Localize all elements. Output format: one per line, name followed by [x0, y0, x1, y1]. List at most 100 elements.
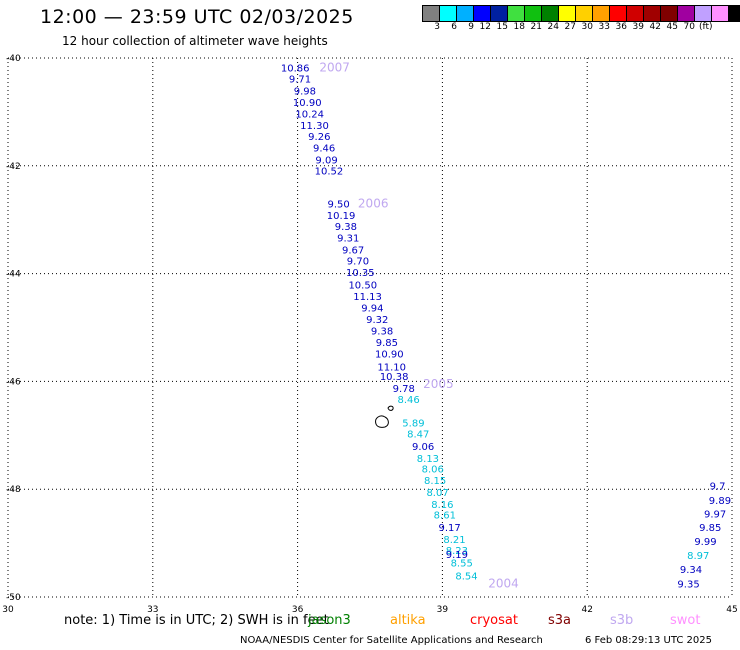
swh-value: 9.97 [704, 509, 726, 520]
swh-value: 9.46 [313, 143, 335, 154]
swh-value: 9.67 [342, 245, 364, 256]
legend-swatch [712, 6, 729, 21]
swh-value: 9.99 [694, 537, 716, 548]
year-label: 2006 [358, 197, 389, 211]
legend-label: 42 [649, 22, 661, 32]
swh-value: 10.24 [295, 110, 324, 121]
swh-value: 9.50 [327, 200, 349, 211]
legend-label: 24 [547, 22, 559, 32]
legend-label: 15 [496, 22, 508, 32]
footer-credit: NOAA/NESDIS Center for Satellite Applica… [240, 635, 543, 646]
footer-timestamp: 6 Feb 08:29:13 UTC 2025 [585, 635, 712, 646]
swh-value: 8.15 [424, 476, 446, 487]
legend-label: 30 [581, 22, 593, 32]
swh-value: 10.38 [380, 372, 409, 383]
legend-swatch [525, 6, 542, 21]
swh-value: 9.19 [446, 550, 468, 561]
swh-value: 9.09 [315, 155, 337, 166]
swh-value: 8.55 [451, 559, 473, 570]
legend-swatch [457, 6, 474, 21]
swh-value: 9.94 [361, 304, 383, 315]
x-tick-label: 36 [292, 605, 304, 615]
swh-value: 9.06 [412, 442, 434, 453]
satellite-label: swot [670, 613, 701, 628]
swh-value: 9.89 [709, 496, 731, 507]
legend-label: 36 [615, 22, 627, 32]
legend-label: 9 [468, 22, 474, 32]
swh-value: 11.10 [377, 362, 406, 373]
y-tick-label: -40 [6, 54, 21, 64]
swh-value: 9.17 [439, 523, 461, 534]
satellite-label: s3b [610, 613, 634, 628]
note-text: note: 1) Time is in UTC; 2) SWH is in fe… [64, 613, 329, 628]
x-tick-label: 30 [2, 605, 14, 615]
legend-label: 33 [598, 22, 610, 32]
legend-swatch [593, 6, 610, 21]
island-outline [375, 405, 394, 428]
legend-swatch [423, 6, 440, 21]
swh-value: 10.90 [375, 349, 404, 360]
swh-value: 8.61 [434, 511, 456, 522]
legend-label: 39 [632, 22, 644, 32]
legend-swatch [661, 6, 678, 21]
legend-label: 6 [451, 22, 457, 32]
swh-value: 10.86 [281, 64, 310, 75]
swh-value: 10.90 [293, 98, 322, 109]
legend-swatch [440, 6, 457, 21]
swh-value: 8.16 [431, 500, 453, 511]
swh-value: 9.32 [366, 315, 388, 326]
legend-swatch [678, 6, 695, 21]
swh-value: 10.50 [348, 280, 377, 291]
swh-value: 8.06 [422, 465, 444, 476]
legend-swatch [576, 6, 593, 21]
chart-subtitle: 12 hour collection of altimeter wave hei… [62, 34, 328, 48]
y-tick-label: -48 [6, 485, 21, 495]
legend-label: 12 [479, 22, 491, 32]
legend-swatch [610, 6, 627, 21]
x-tick-label: 39 [437, 605, 449, 615]
swh-value: 9.34 [680, 565, 702, 576]
swh-value: 9.31 [337, 233, 359, 244]
swh-value: 9.26 [308, 132, 330, 143]
year-label: 2007 [319, 61, 350, 75]
legend-label: 45 [666, 22, 678, 32]
legend-swatch [729, 6, 740, 21]
swh-value: 8.47 [407, 430, 429, 441]
legend-swatch [542, 6, 559, 21]
swh-value: 5.89 [402, 418, 424, 429]
swh-value: 9.7 [710, 481, 726, 492]
swh-value: 8.23 [446, 546, 468, 557]
legend-label: 70 [683, 22, 695, 32]
swh-value: 9.35 [677, 580, 699, 591]
islet-shape [387, 405, 394, 411]
legend-swatch [474, 6, 491, 21]
swh-value: 8.21 [443, 535, 465, 546]
swh-value: 11.30 [300, 121, 329, 132]
y-tick-label: -44 [6, 270, 21, 280]
legend-swatch [508, 6, 525, 21]
satellite-label: altika [390, 613, 426, 628]
x-tick-label: 45 [726, 605, 737, 615]
year-label: 2005 [423, 377, 454, 391]
year-labels: 2007 2006 2005 2004 [319, 61, 518, 591]
satellite-label: jason3 [308, 613, 351, 628]
y-tick-label: -50 [6, 593, 21, 603]
x-tick-label: 42 [581, 605, 592, 615]
swh-value: 9.70 [347, 257, 369, 268]
legend-swatch [559, 6, 576, 21]
swh-value: 8.13 [417, 454, 439, 465]
y-tick-label: -46 [6, 377, 21, 387]
color-legend-bar [422, 5, 740, 22]
swh-value: 8.07 [426, 488, 448, 499]
legend-swatch [491, 6, 508, 21]
swh-value: 8.54 [455, 571, 477, 582]
island-shape [375, 415, 389, 428]
swh-value: 8.97 [687, 551, 709, 562]
satellite-label: cryosat [470, 613, 518, 628]
swh-value: 9.38 [371, 327, 393, 338]
satellite-label: s3a [548, 613, 572, 628]
swh-value: 9.85 [376, 338, 398, 349]
swh-value: 8.46 [397, 395, 419, 406]
swh-value: 9.85 [699, 523, 721, 534]
